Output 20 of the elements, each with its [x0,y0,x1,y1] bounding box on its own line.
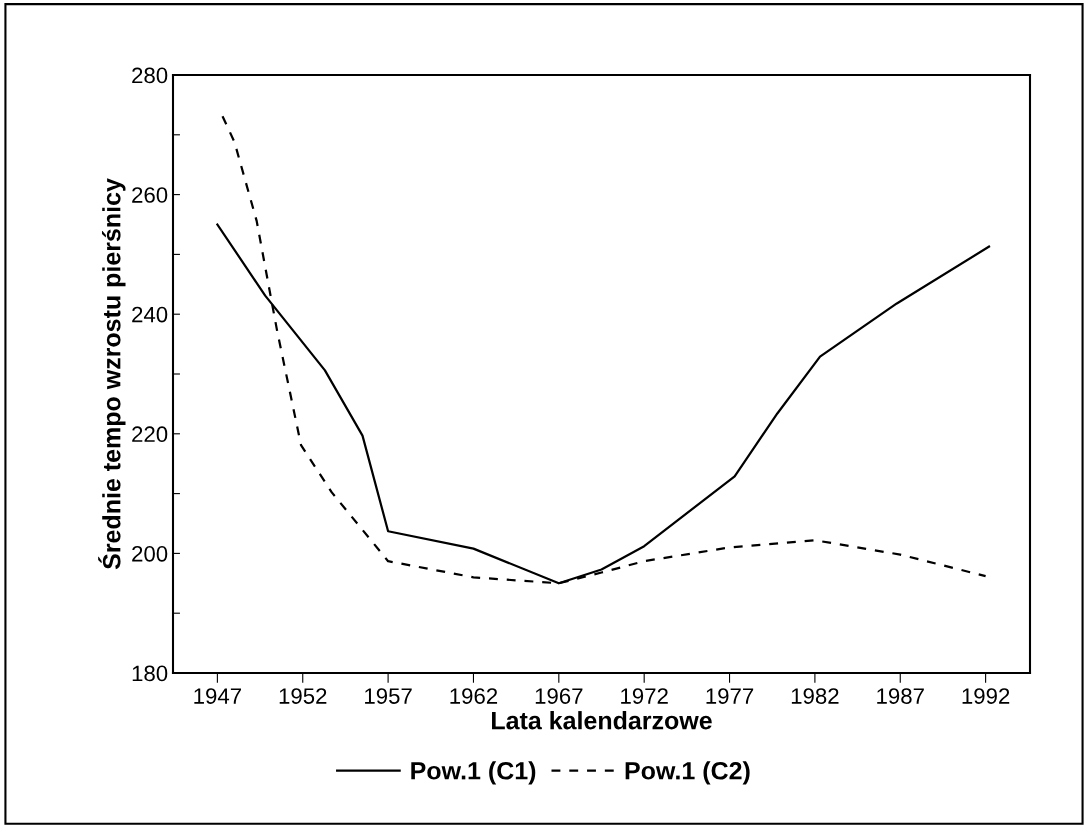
x-tick-label: 1987 [877,688,924,704]
legend-label: Pow.1 (C1) [411,761,536,785]
legend-label: Pow.1 (C2) [625,761,750,785]
y-tick-label: 280 [132,67,168,84]
x-tick-label: 1992 [962,688,1010,704]
x-axis-title: Lata kalendarzowe [492,711,712,730]
x-tick-label: 1957 [365,688,412,704]
x-tick-label: 1962 [450,688,498,704]
y-tick-label: 200 [132,545,168,562]
y-tick-label: 180 [132,665,168,682]
x-tick-label: 1982 [791,688,839,704]
y-tick-label: 220 [132,426,168,443]
y-tick-label: 260 [132,187,168,203]
y-axis-title: Średnie tempo wzrostu pierśnicy [98,178,126,570]
x-tick-label: 1977 [706,688,754,704]
x-tick-label: 1967 [535,688,583,704]
x-tick-label: 1952 [279,688,327,704]
x-tick-label: 1947 [194,688,241,704]
x-tick-label: 1972 [621,688,668,704]
y-tick-label: 240 [132,306,168,323]
